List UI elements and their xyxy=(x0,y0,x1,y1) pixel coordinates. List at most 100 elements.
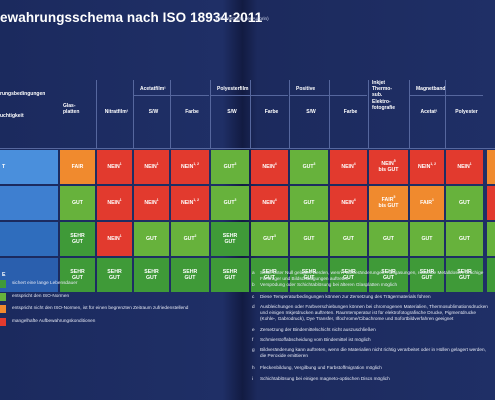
cell-value: GUT xyxy=(303,235,315,242)
table-cell: GUT2 xyxy=(171,222,209,256)
cell-value-line2: bis GUT xyxy=(378,203,399,209)
cell-rating: FAIR5 xyxy=(381,195,396,203)
cell-value-line2: GUT xyxy=(383,275,394,281)
column-divider xyxy=(250,80,251,148)
row-label-text: E xyxy=(2,271,6,278)
table-cell-clipped xyxy=(487,258,495,292)
cell-rating: SEHR xyxy=(381,269,395,275)
cell-value: GUT xyxy=(383,235,394,242)
legend-swatch xyxy=(0,280,6,288)
table-cell: SEHR GUT xyxy=(251,258,288,292)
cell-rating: NEIN1 xyxy=(144,162,158,170)
cell-value-line2: GUT xyxy=(72,239,83,245)
cell-footnote-ref: 1 xyxy=(119,197,122,202)
table-cell: SEHR GUT xyxy=(290,258,328,292)
table-cell: NEIN4 xyxy=(330,150,367,184)
table-cell: NEIN4 xyxy=(251,150,288,184)
column-divider xyxy=(96,80,97,148)
table-cell: NEIN1 xyxy=(134,150,169,184)
table-cell: GUT3 xyxy=(211,186,249,220)
table-cell-clipped xyxy=(487,186,495,220)
cell-value-line2: GUT xyxy=(224,239,236,245)
cell-rating: SEHR xyxy=(183,269,197,275)
cell-value: GUT xyxy=(303,199,315,206)
cell-value: SEHR xyxy=(144,268,159,275)
cell-footnote-ref: 3 xyxy=(234,161,237,166)
table-cell: NEIN1, 2 xyxy=(410,150,444,184)
table-cell: SEHR GUT xyxy=(171,258,209,292)
cell-footnote-ref: 4 xyxy=(274,161,277,166)
cell-rating: NEIN4 xyxy=(341,162,355,170)
cell-rating: FAIR1 xyxy=(420,198,434,206)
column-header-poly_sw: S/W xyxy=(227,109,237,115)
footnote-text: Sollte unter Null gelagert werden, wenn … xyxy=(260,270,484,282)
legend-swatch xyxy=(0,292,6,301)
table-cell: NEIN1 xyxy=(97,150,132,184)
cell-value: SEHR xyxy=(457,268,472,275)
column-header-inkjet: Inkjet Thermo- sub. Elektro- fotografie xyxy=(372,80,396,111)
cell-value: NEIN xyxy=(107,199,120,206)
cell-footnote-ref: 1, 2 xyxy=(193,197,200,202)
column-header-acetat_sw: S/W xyxy=(148,109,159,115)
cell-value: NEIN xyxy=(107,163,120,170)
cell-rating: SEHR xyxy=(457,269,471,275)
column-header-pos_farbe: Farbe xyxy=(343,109,358,115)
table-cell: GUT xyxy=(290,186,328,220)
table-cell: GUT3 xyxy=(211,150,249,184)
cell-rating: SEHR xyxy=(107,269,121,275)
cell-value: FAIR xyxy=(71,163,84,170)
page-subtitle: (Übersetzung der Autorin) xyxy=(216,16,269,21)
cell-value: SEHR xyxy=(70,268,85,275)
column-divider xyxy=(329,80,330,148)
cell-value: GUT xyxy=(459,235,470,242)
column-divider xyxy=(289,80,290,148)
table-cell: NEIN1, 2 xyxy=(171,150,209,184)
cell-value: GUT xyxy=(302,163,314,170)
column-header-mag_poly: Polyester xyxy=(455,109,478,115)
header-bottom-rule xyxy=(0,148,495,149)
table-cell: NEIN1 xyxy=(97,186,132,220)
table-cell: GUT xyxy=(446,186,483,220)
group-underline xyxy=(410,95,483,96)
row-label-cell: E xyxy=(0,258,58,292)
cell-rating: SEHR xyxy=(70,233,84,239)
table-cell: FAIR xyxy=(60,150,95,184)
cell-value: SEHR xyxy=(301,268,317,275)
cell-value: SEHR xyxy=(262,268,277,275)
table-cell: GUT xyxy=(60,186,95,220)
cell-rating: NEIN1, 2 xyxy=(181,197,200,206)
cell-footnote-ref: 1 xyxy=(119,233,122,238)
footnote-key: i xyxy=(252,376,254,381)
cell-value: FAIR xyxy=(381,196,394,203)
cell-rating: SEHR xyxy=(420,269,434,275)
footnote-key: c xyxy=(252,294,255,299)
cell-footnote-ref: 4 xyxy=(353,197,356,202)
cell-rating: GUT3 xyxy=(263,234,276,242)
table-cell: SEHR GUT xyxy=(330,258,367,292)
footnote-key: g xyxy=(252,347,255,352)
legend-text: mangelhafte Aufbewahrungskonditionen xyxy=(12,317,96,323)
footnote-text: Fleckenbildung, Vergilbung und Farbstoff… xyxy=(260,365,382,370)
table-cell: GUT xyxy=(330,222,367,256)
cell-footnote-ref: 5 xyxy=(393,158,396,163)
table-cell: GUT3 xyxy=(251,222,288,256)
cell-rating: GUT3 xyxy=(224,198,237,206)
cell-rating: GUT2 xyxy=(184,234,197,242)
cell-rating: SEHR xyxy=(223,233,237,239)
cell-rating: FAIR xyxy=(72,164,84,170)
row-label-cell xyxy=(0,186,58,220)
cell-rating: SEHR xyxy=(223,269,237,275)
footnote-key: b xyxy=(252,282,255,287)
table-cell: SEHR GUT xyxy=(60,222,95,256)
footnote-key: e xyxy=(252,327,255,332)
cell-rating: GUT3 xyxy=(224,161,237,170)
cell-value: NEIN xyxy=(144,199,157,206)
cell-value: SEHR xyxy=(182,268,198,275)
table-cell-clipped xyxy=(487,150,495,184)
table-cell: SEHR GUT xyxy=(134,258,169,292)
cell-value-line2: GUT xyxy=(72,275,83,281)
cell-footnote-ref: 4 xyxy=(274,197,277,202)
cell-value: SEHR xyxy=(341,268,356,275)
cell-value-line2: GUT xyxy=(421,275,433,281)
table-cell: GUT xyxy=(410,222,444,256)
